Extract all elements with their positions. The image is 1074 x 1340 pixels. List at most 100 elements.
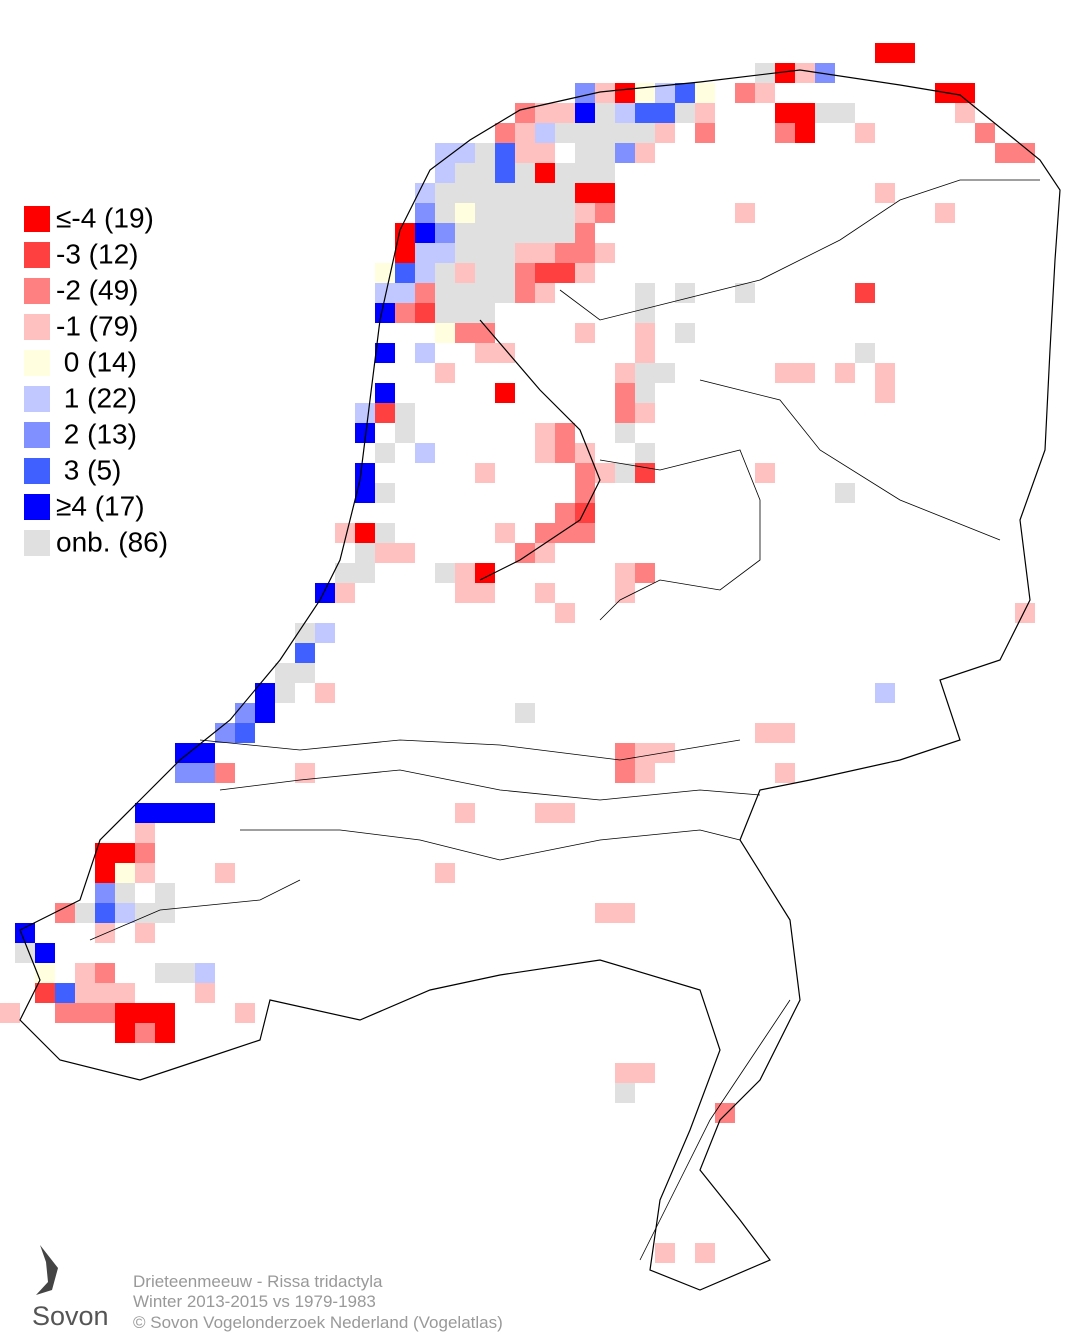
grid-square — [395, 243, 415, 263]
grid-square — [495, 183, 515, 203]
grid-square — [435, 243, 455, 263]
grid-square — [475, 463, 495, 483]
grid-square — [695, 103, 715, 123]
grid-square — [115, 843, 135, 863]
grid-square — [775, 363, 795, 383]
grid-square — [655, 743, 675, 763]
grid-square — [615, 1063, 635, 1083]
legend-label: ≥4 (17) — [56, 490, 145, 521]
grid-square — [775, 103, 795, 123]
grid-square — [15, 943, 35, 963]
grid-square — [735, 83, 755, 103]
grid-square — [795, 63, 815, 83]
grid-square — [555, 183, 575, 203]
grid-square — [635, 123, 655, 143]
grid-square — [615, 363, 635, 383]
grid-square — [655, 363, 675, 383]
logo: Sovon — [32, 1245, 109, 1331]
footer-copyright: © Sovon Vogelonderzoek Nederland (Vogela… — [133, 1313, 503, 1332]
grid-square — [395, 423, 415, 443]
grid-square — [195, 803, 215, 823]
legend-label: -3 (12) — [56, 238, 138, 269]
grid-square — [775, 763, 795, 783]
grid-square — [675, 323, 695, 343]
grid-square — [615, 563, 635, 583]
grid-square — [435, 563, 455, 583]
grid-square — [435, 163, 455, 183]
grid-square — [475, 563, 495, 583]
grid-square — [615, 383, 635, 403]
grid-square — [555, 503, 575, 523]
grid-square — [75, 903, 95, 923]
grid-square — [135, 803, 155, 823]
grid-square — [635, 303, 655, 323]
grid-square — [495, 523, 515, 543]
grid-square — [575, 223, 595, 243]
grid-square — [555, 203, 575, 223]
grid-square — [875, 683, 895, 703]
grid-square — [535, 443, 555, 463]
grid-square — [115, 983, 135, 1003]
legend-label: -1 (79) — [56, 310, 138, 341]
grid-square — [675, 283, 695, 303]
grid-square — [495, 163, 515, 183]
grid-square — [515, 123, 535, 143]
grid-square — [535, 203, 555, 223]
grid-square — [435, 143, 455, 163]
map-outline — [19, 69, 1061, 1291]
legend-swatch — [24, 242, 50, 268]
legend-swatch — [24, 206, 50, 232]
grid-square — [655, 123, 675, 143]
grid-square — [375, 283, 395, 303]
grid-square — [595, 163, 615, 183]
grid-square — [375, 403, 395, 423]
grid-square — [315, 583, 335, 603]
grid-square — [55, 983, 75, 1003]
grid-square — [515, 283, 535, 303]
grid-square — [475, 263, 495, 283]
grid-square — [955, 103, 975, 123]
grid-square — [235, 703, 255, 723]
grid-square — [955, 83, 975, 103]
grid-square — [635, 343, 655, 363]
grid-square — [735, 283, 755, 303]
grid-square — [155, 963, 175, 983]
grid-square — [535, 543, 555, 563]
grid-square — [415, 243, 435, 263]
grid-square — [275, 663, 295, 683]
grid-square — [355, 403, 375, 423]
grid-square — [0, 1003, 20, 1023]
grid-square — [515, 103, 535, 123]
grid-square — [475, 283, 495, 303]
grid-square — [635, 283, 655, 303]
grid-square — [335, 563, 355, 583]
legend-swatch — [24, 530, 50, 556]
grid-square — [235, 1003, 255, 1023]
grid-square — [135, 863, 155, 883]
grid-square — [555, 423, 575, 443]
grid-square — [195, 743, 215, 763]
grid-square — [575, 103, 595, 123]
grid-square — [995, 143, 1015, 163]
grid-square — [115, 1003, 135, 1023]
grid-square — [635, 743, 655, 763]
grid-square — [775, 63, 795, 83]
grid-square — [575, 443, 595, 463]
grid-square — [355, 423, 375, 443]
grid-square — [535, 223, 555, 243]
grid-square — [95, 1003, 115, 1023]
grid-square — [755, 63, 775, 83]
grid-square — [355, 483, 375, 503]
grid-square — [815, 63, 835, 83]
grid-square — [555, 243, 575, 263]
grid-square — [15, 923, 35, 943]
grid-square — [635, 563, 655, 583]
grid-square — [835, 483, 855, 503]
grid-square — [555, 443, 575, 463]
grid-square — [515, 143, 535, 163]
footer-species: Drieteenmeeuw - Rissa tridactyla — [133, 1272, 383, 1291]
grid-square — [55, 903, 75, 923]
grid-square — [95, 903, 115, 923]
grid-square — [515, 543, 535, 563]
grid-square — [635, 83, 655, 103]
